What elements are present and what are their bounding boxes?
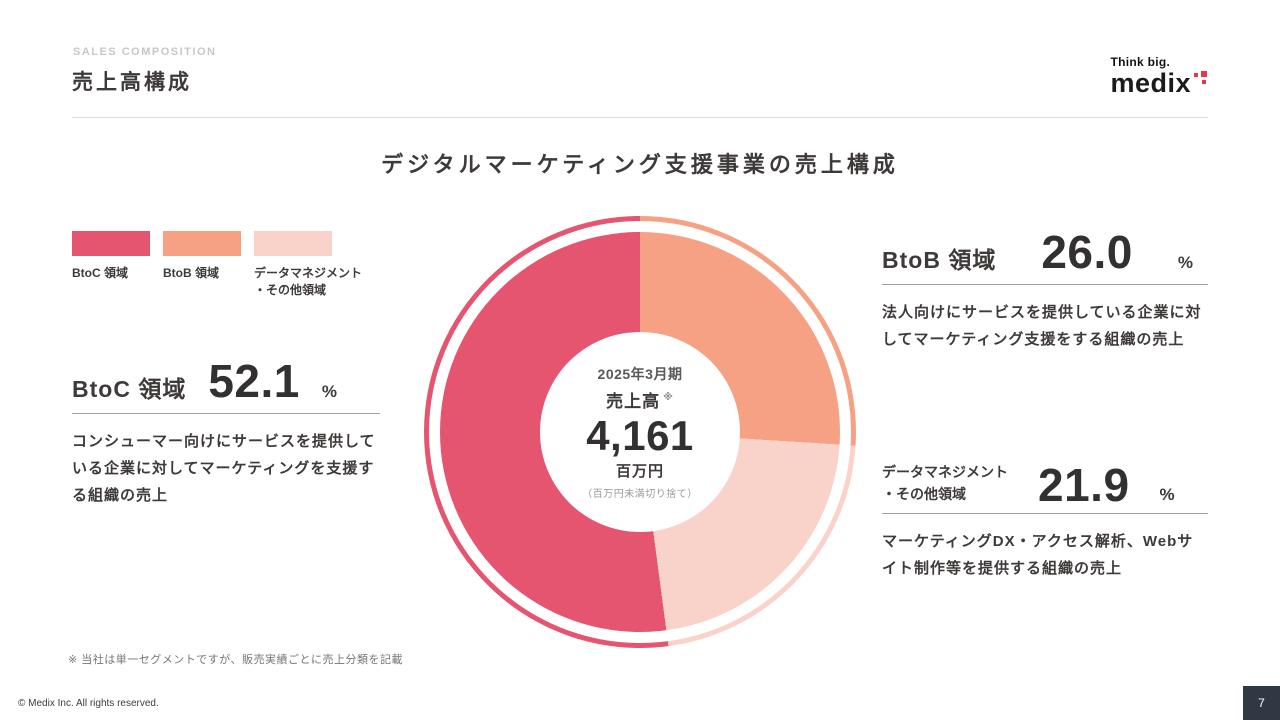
- legend-label-btob: BtoB 領域: [163, 266, 219, 280]
- stat-btob-header: BtoB 領域 26.0 %: [882, 226, 1208, 285]
- legend-label-data-line2: ・その他領域: [254, 283, 327, 298]
- center-period: 2025年3月期: [597, 365, 683, 382]
- legend-swatch-btoc: [72, 231, 150, 256]
- stat-block-data-mgmt: データマネジメント ・その他領域 21.9 % マーケティングDX・アクセス解析…: [882, 462, 1208, 582]
- legend-swatch-data: [254, 231, 332, 256]
- stat-btoc-header: BtoC 領域 52.1 %: [72, 355, 380, 414]
- header-divider: [72, 117, 1208, 118]
- donut-chart-area: 2025年3月期 売上高 ※ 4,161 百万円 （百万円未満切り捨て）: [424, 216, 856, 648]
- logo-tagline: Think big.: [1110, 55, 1171, 69]
- legend-label-btoc: BtoC 領域: [72, 266, 128, 280]
- logo-pixels-icon: [1193, 71, 1207, 87]
- stat-data-value: 21.9: [1038, 459, 1130, 512]
- stat-data-unit: %: [1159, 485, 1175, 505]
- logo-brand-text: medix: [1110, 68, 1191, 98]
- legend-swatch-btob: [163, 231, 241, 256]
- stat-data-description: マーケティングDX・アクセス解析、Webサイト制作等を提供する組織の売上: [882, 533, 1194, 578]
- stat-data-label-line2: ・その他領域: [882, 485, 966, 502]
- legend-item-btoc: BtoC 領域: [72, 231, 150, 300]
- stat-block-btob: BtoB 領域 26.0 % 法人向けにサービスを提供している企業に対してマーケ…: [882, 226, 1208, 353]
- center-rounding-note: （百万円未満切り捨て）: [582, 489, 698, 501]
- stat-data-label: データマネジメント ・その他領域: [882, 462, 1008, 505]
- stat-btoc-value: 52.1: [208, 355, 300, 407]
- stat-btob-value: 26.0: [1041, 226, 1133, 278]
- stat-btoc-description: コンシューマー向けにサービスを提供している企業に対してマーケティングを支援する組…: [72, 433, 376, 504]
- page-number: 7: [1243, 686, 1280, 720]
- copyright: © Medix Inc. All rights reserved.: [18, 698, 159, 709]
- center-label-row: 売上高 ※: [606, 387, 674, 412]
- center-note-mark: ※: [663, 392, 674, 404]
- logo-brand-row: medix: [1110, 70, 1207, 97]
- legend-label-data: データマネジメント ・その他領域: [254, 265, 362, 300]
- stat-btoc-unit: %: [321, 382, 337, 401]
- stat-data-label-line1: データマネジメント: [882, 464, 1008, 480]
- eyebrow-label: SALES COMPOSITION: [73, 46, 217, 58]
- legend-item-data: データマネジメント ・その他領域: [254, 231, 362, 300]
- chart-legend: BtoC 領域 BtoB 領域 データマネジメント ・その他領域: [72, 231, 362, 300]
- center-sales-value: 4,161: [586, 411, 694, 459]
- stat-btoc-label: BtoC 領域: [72, 376, 187, 402]
- stat-data-header: データマネジメント ・その他領域 21.9 %: [882, 459, 1208, 515]
- legend-label-data-line1: データマネジメント: [254, 266, 363, 280]
- medix-logo: Think big. medix: [1110, 55, 1207, 97]
- stat-block-btoc: BtoC 領域 52.1 % コンシューマー向けにサービスを提供している企業に対…: [72, 355, 380, 509]
- center-sales-unit: 百万円: [615, 463, 664, 481]
- stat-btob-label: BtoB 領域: [882, 247, 997, 273]
- center-sales-label: 売上高: [606, 391, 661, 411]
- donut-center: 2025年3月期 売上高 ※ 4,161 百万円 （百万円未満切り捨て）: [540, 332, 740, 532]
- main-heading: デジタルマーケティング支援事業の売上構成: [381, 152, 899, 177]
- stat-btob-unit: %: [1177, 253, 1193, 272]
- footnote: ※ 当社は単一セグメントですが、販売実績ごとに売上分類を記載: [68, 654, 404, 666]
- stat-btob-description: 法人向けにサービスを提供している企業に対してマーケティング支援をする組織の売上: [882, 304, 1202, 348]
- legend-item-btob: BtoB 領域: [163, 231, 241, 300]
- page-title: 売上高構成: [72, 71, 192, 94]
